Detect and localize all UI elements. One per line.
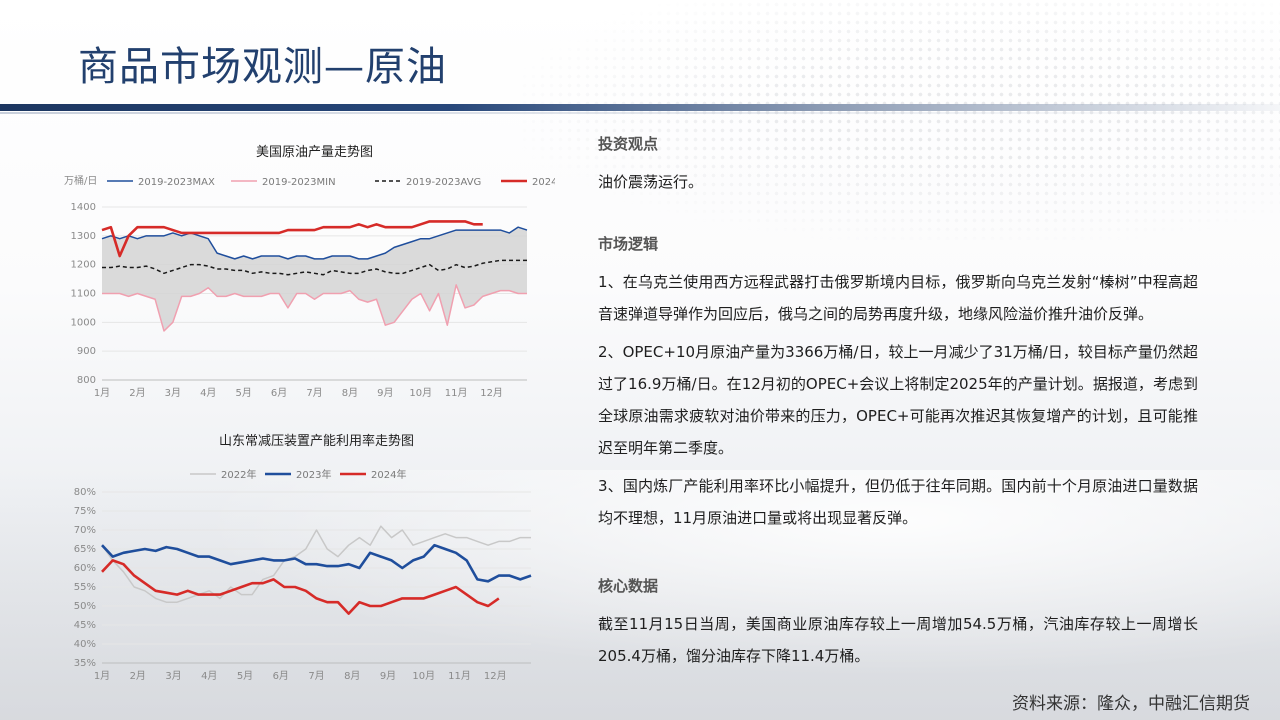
shandong-refinery-utilization-chart: 山东常减压装置产能利用率走势图 2022年 2023年 2024年 35% 40% 45% 5… (74, 433, 532, 682)
y-tick-label: 1200 (71, 260, 96, 271)
y-tick-label: 60% (74, 563, 96, 574)
series-line-2019-2023avg (102, 259, 527, 276)
legend-label-2019-2023min: 2019-2023MIN (262, 177, 336, 188)
x-tick-label: 10月 (412, 670, 435, 682)
market-logic-heading: 市场逻辑 (598, 235, 659, 253)
chart-title: 美国原油产量走势图 (256, 144, 373, 160)
market-logic-point-3: 3、国内炼厂产能利用率环比小幅提升，但仍低于往年同期。国内前十个月原油进口量数据… (598, 477, 1198, 527)
y-tick-label: 800 (77, 375, 96, 386)
range-band-area (102, 227, 527, 331)
legend-label-2022: 2022年 (221, 468, 256, 481)
y-tick-label: 1300 (71, 231, 96, 242)
core-data-text: 截至11月15日当周，美国商业原油库存较上一周增加54.5万桶，汽油库存较上一周… (598, 615, 1198, 665)
x-tick-label: 11月 (445, 387, 468, 399)
data-source-note: 资料来源：隆众，中融汇信期货 (1012, 694, 1250, 714)
series-line-2019-2023min (102, 284, 527, 332)
x-tick-label: 6月 (273, 670, 289, 682)
x-tick-label: 9月 (377, 387, 393, 399)
investment-view-text: 油价震荡运行。 (598, 173, 704, 191)
x-tick-label: 9月 (380, 670, 396, 682)
x-tick-label: 2月 (130, 670, 146, 682)
x-tick-label: 5月 (235, 387, 251, 399)
series-line-2024 (101, 220, 483, 258)
legend-label-2023: 2023年 (296, 468, 331, 481)
y-tick-label: 1400 (71, 202, 96, 213)
x-tick-label: 12月 (480, 387, 503, 399)
slide-title: 商品市场观测—原油 (78, 44, 447, 90)
chart-title: 山东常减压装置产能利用率走势图 (219, 433, 414, 449)
x-tick-label: 7月 (308, 670, 324, 682)
core-data-heading: 核心数据 (598, 577, 659, 595)
x-tick-label: 11月 (448, 670, 471, 682)
legend-label-2019-2023max: 2019-2023MAX (138, 177, 215, 188)
y-axis-unit-label: 万桶/日 (64, 174, 97, 187)
y-tick-label: 35% (74, 658, 96, 669)
y-tick-label: 50% (74, 601, 96, 612)
commentary-panel: 投资观点 油价震荡运行。 市场逻辑 1、在乌克兰使用西方远程武器打击俄罗斯境内目… (598, 128, 1198, 672)
legend-label-2024: 2024年 (371, 468, 406, 481)
x-tick-label: 7月 (306, 387, 322, 399)
x-tick-label: 8月 (342, 387, 358, 399)
x-tick-label: 4月 (200, 387, 216, 399)
world-map-dots-decoration (520, 0, 1280, 240)
title-rule (0, 104, 1280, 111)
x-tick-label: 10月 (409, 387, 432, 399)
series-line-2024 (101, 559, 500, 615)
x-tick-label: 3月 (165, 670, 181, 682)
title-rule-accent (0, 112, 1280, 114)
series-line-2022 (101, 525, 531, 603)
y-tick-label: 1100 (71, 289, 96, 300)
legend-label-2019-2023avg: 2019-2023AVG (406, 177, 481, 188)
market-logic-point-1: 1、在乌克兰使用西方远程武器打击俄罗斯境内目标，俄罗斯向乌克兰发射“榛树”中程高… (598, 273, 1198, 323)
x-tick-label: 4月 (201, 670, 217, 682)
x-tick-label: 3月 (165, 387, 181, 399)
y-tick-label: 75% (74, 506, 96, 517)
series-line-2023 (101, 543, 532, 583)
y-tick-label: 40% (74, 639, 96, 650)
investment-view-heading: 投资观点 (598, 135, 659, 153)
y-tick-label: 55% (74, 582, 96, 593)
y-tick-label: 1000 (71, 317, 96, 328)
series-line-2019-2023max (101, 226, 528, 260)
y-tick-label: 65% (74, 544, 96, 555)
x-tick-label: 12月 (484, 670, 507, 682)
x-tick-label: 5月 (237, 670, 253, 682)
x-tick-label: 8月 (344, 670, 360, 682)
x-tick-label: 1月 (94, 387, 110, 399)
x-tick-label: 2月 (129, 387, 145, 399)
x-tick-label: 6月 (271, 387, 287, 399)
y-tick-label: 70% (74, 525, 96, 536)
legend-label-2024: 2024 (532, 177, 555, 188)
y-tick-label: 80% (74, 487, 96, 498)
x-tick-label: 1月 (94, 670, 110, 682)
y-tick-label: 45% (74, 620, 96, 631)
y-tick-label: 900 (77, 346, 96, 357)
market-logic-point-2: 2、OPEC+10月原油产量为3366万桶/日，较上一月减少了31万桶/日，较目… (598, 343, 1198, 457)
